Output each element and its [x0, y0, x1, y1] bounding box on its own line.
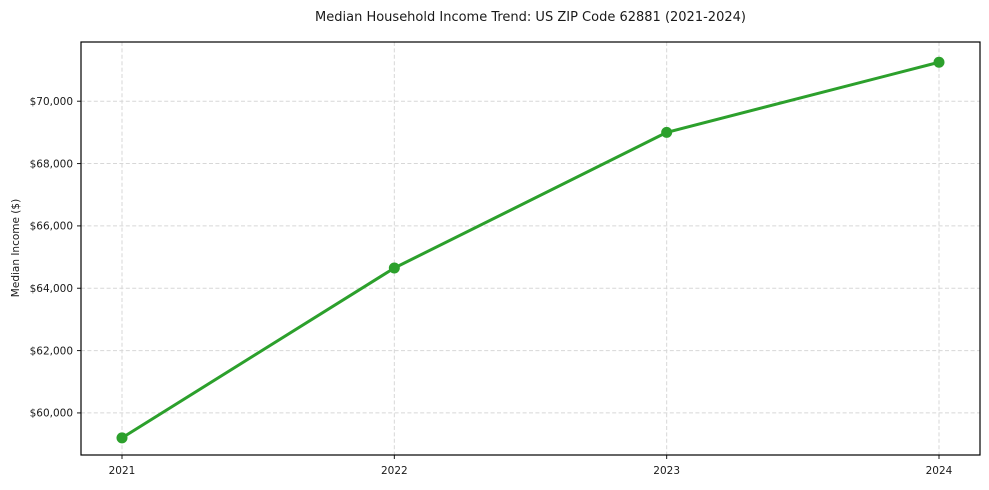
- x-tick-label: 2021: [109, 465, 136, 477]
- data-point-2023: [661, 126, 673, 138]
- plot-border: [80, 41, 981, 456]
- x-tick-label: 2024: [926, 465, 953, 477]
- y-tick-label: $70,000: [30, 96, 73, 108]
- income-trend-line: [120, 60, 941, 440]
- y-tick-label: $60,000: [30, 408, 73, 420]
- y-axis-label: Median Income ($): [10, 198, 22, 298]
- y-tick-label: $64,000: [30, 283, 73, 295]
- y-tick-label: $62,000: [30, 345, 73, 357]
- y-tick-label: $68,000: [30, 158, 73, 170]
- x-tick-label: 2023: [653, 465, 680, 477]
- data-point-2021: [116, 432, 128, 444]
- data-point-2022: [388, 262, 400, 274]
- x-tick-label: 2022: [381, 465, 408, 477]
- chart-title: Median Household Income Trend: US ZIP Co…: [315, 10, 746, 25]
- data-point-2024: [933, 56, 945, 68]
- y-tick-label: $66,000: [30, 221, 73, 233]
